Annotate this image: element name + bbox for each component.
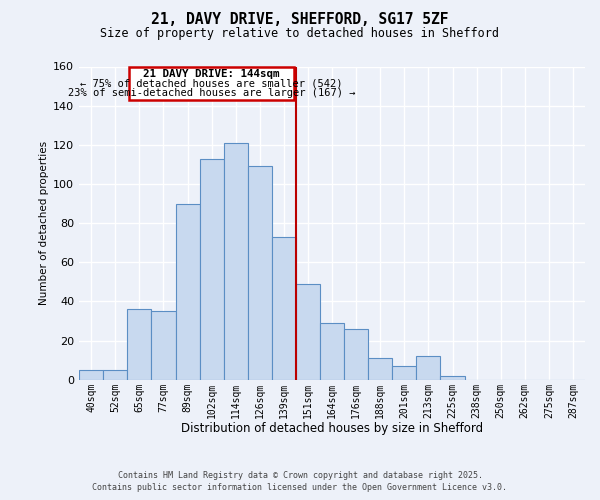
Bar xyxy=(248,166,272,380)
Bar xyxy=(200,158,224,380)
Y-axis label: Number of detached properties: Number of detached properties xyxy=(39,141,49,305)
Bar xyxy=(151,312,176,380)
Bar xyxy=(296,284,320,380)
Bar xyxy=(272,237,296,380)
Bar xyxy=(103,370,127,380)
Bar xyxy=(176,204,200,380)
FancyBboxPatch shape xyxy=(128,66,294,100)
Bar xyxy=(79,370,103,380)
Text: 23% of semi-detached houses are larger (167) →: 23% of semi-detached houses are larger (… xyxy=(68,88,355,98)
X-axis label: Distribution of detached houses by size in Shefford: Distribution of detached houses by size … xyxy=(181,422,483,435)
Bar xyxy=(224,143,248,380)
Bar xyxy=(392,366,416,380)
Bar xyxy=(127,310,151,380)
Bar xyxy=(368,358,392,380)
Text: 21 DAVY DRIVE: 144sqm: 21 DAVY DRIVE: 144sqm xyxy=(143,70,280,80)
Bar xyxy=(344,329,368,380)
Text: Contains HM Land Registry data © Crown copyright and database right 2025.
Contai: Contains HM Land Registry data © Crown c… xyxy=(92,471,508,492)
Bar xyxy=(440,376,464,380)
Bar xyxy=(416,356,440,380)
Text: Size of property relative to detached houses in Shefford: Size of property relative to detached ho… xyxy=(101,28,499,40)
Text: 21, DAVY DRIVE, SHEFFORD, SG17 5ZF: 21, DAVY DRIVE, SHEFFORD, SG17 5ZF xyxy=(151,12,449,28)
Bar xyxy=(320,323,344,380)
Text: ← 75% of detached houses are smaller (542): ← 75% of detached houses are smaller (54… xyxy=(80,78,343,88)
